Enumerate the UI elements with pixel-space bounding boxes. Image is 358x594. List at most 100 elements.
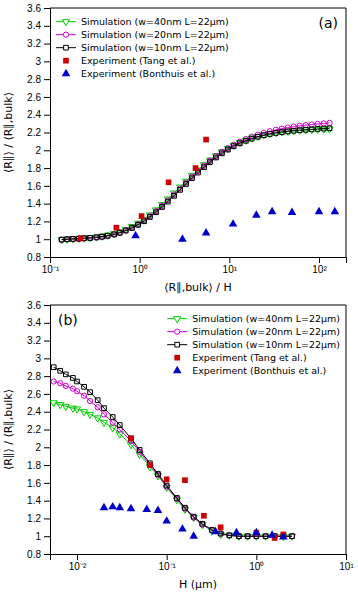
data-point [82,384,87,389]
data-point [65,237,70,242]
data-point [297,128,302,133]
y-axis-tick-label: 3.2 [27,335,41,346]
data-point [131,231,140,238]
data-point [87,412,94,418]
data-point [50,401,57,407]
y-axis-tick: 2.6 [27,389,50,400]
data-point [200,522,205,527]
y-axis-tick-mark [44,61,50,62]
y-axis-tick-label: 1 [35,234,41,245]
annotation: (a) [318,15,338,31]
y-axis-tick: 2.8 [27,74,50,85]
data-point [262,534,269,540]
y-axis-tick-mark [44,133,50,134]
data-point [110,415,115,420]
y-axis-tick-mark [44,168,50,169]
legend-item: Experiment (Tang et al.) [63,55,195,66]
data-point [327,126,332,131]
data-point [95,405,100,410]
data-point [51,379,56,384]
y-axis-tick: 2.2 [27,127,50,138]
data-point [184,182,189,187]
y-axis-tick-mark [44,44,50,45]
y-axis-tick-mark [44,204,50,205]
data-point [128,436,134,442]
x-axis-tick: 10¹ [339,554,354,572]
x-axis-tick-mark [319,257,320,263]
legend-item: Experiment (Tang et al.) [174,352,306,363]
data-point [309,127,314,132]
y-axis-tick-mark [44,430,50,431]
y-axis-tick-mark [44,447,50,448]
y-axis-tick-mark [44,257,50,258]
legend-swatch [64,45,69,50]
legend-label: Experiment (Bonthuis et al.) [81,68,215,79]
data-point [249,136,254,141]
data-point [159,203,164,208]
data-point [191,514,196,519]
y-axis-tick-label: 1.4 [27,495,41,506]
series-line [54,367,292,536]
y-axis-tick: 1.6 [27,478,50,489]
data-point [202,165,207,170]
data-point [178,234,187,241]
data-point [87,398,92,403]
y-axis-tick: 0.8 [27,252,50,263]
data-point [112,232,117,237]
y-axis-tick: 2.6 [27,92,50,103]
data-point [64,237,71,243]
data-point [309,122,314,127]
data-point [59,237,64,242]
y-axis-tick: 1.8 [27,460,50,471]
data-point [202,228,211,235]
data-point [136,222,141,227]
data-point [75,379,80,384]
y-axis-tick: 1.2 [27,216,50,227]
data-point [315,207,324,214]
data-point [164,483,169,488]
legend-item: Simulation (w=20nm L=22μm) [167,326,340,337]
x-axis: 10⁻¹10⁰10¹10² [42,257,347,275]
y-axis-tick-label: 1.6 [27,478,41,489]
data-point [273,131,278,136]
data-point [117,230,122,235]
plot-area [50,365,295,541]
figure: 10⁻¹10⁰10¹10²0.811.21.41.61.822.22.42.62… [0,0,358,594]
data-point [93,235,100,241]
legend-label: Experiment (Bonthuis et al.) [192,365,326,376]
x-axis-title: H (μm) [179,578,217,591]
y-axis-tick-mark [44,115,50,116]
data-point [94,235,99,240]
data-point [81,393,86,398]
y-axis-tick: 3.2 [27,335,50,346]
y-axis-tick: 2 [35,442,50,453]
data-point [165,198,170,203]
data-point [69,237,76,243]
y-axis-tick-mark [44,221,50,222]
data-point [232,528,241,535]
y-axis-tick: 1.2 [27,513,50,524]
data-point [238,141,243,146]
y-axis-tick-label: 2.4 [27,406,41,417]
y-axis-tick-label: 3.4 [27,20,41,31]
legend-item: Simulation (w=10nm L=22μm) [167,339,340,350]
y-axis-line [44,306,51,555]
data-point [288,534,295,540]
series-line [62,129,330,240]
series-line [62,123,330,240]
data-point [109,426,116,432]
y-axis-tick: 3.6 [27,300,50,311]
legend-item: Simulation (w=40nm L=22μm) [167,313,340,324]
frame [50,8,346,9]
data-point [162,516,171,523]
y-axis-tick: 0.8 [27,549,50,560]
y-axis-tick-label: 1.6 [27,181,41,192]
legend-label: Simulation (w=10nm L=22μm) [81,42,229,53]
data-point [290,534,295,539]
x-axis-tick: 10¹ [223,257,238,275]
data-point [212,154,219,160]
data-point [245,534,250,539]
frame [50,305,346,306]
data-point [308,128,315,134]
legend-swatch [173,366,182,373]
